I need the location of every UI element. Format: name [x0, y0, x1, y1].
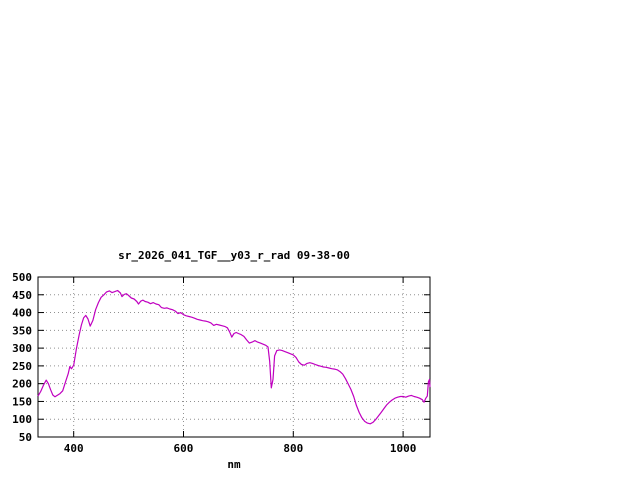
- y-tick-label: 450: [12, 289, 32, 302]
- chart-title: sr_2026_041_TGF__y03_r_rad 09-38-00: [118, 249, 350, 262]
- y-tick-label: 400: [12, 307, 32, 320]
- x-tick-label: 400: [64, 442, 84, 455]
- y-tick-label: 500: [12, 271, 32, 284]
- x-tick-label: 800: [283, 442, 303, 455]
- plot-border: [37, 276, 431, 438]
- y-tick-label: 100: [12, 413, 32, 426]
- y-tick-label: 300: [12, 342, 32, 355]
- y-tick-label: 350: [12, 324, 32, 337]
- data-series-line: [37, 289, 431, 425]
- y-tick-label: 250: [12, 360, 32, 373]
- y-tick-label: 50: [19, 431, 32, 444]
- y-tick-label: 200: [12, 378, 32, 391]
- y-tick-label: 150: [12, 395, 32, 408]
- x-axis-label: nm: [227, 458, 241, 471]
- x-tick-label: 1000: [390, 442, 417, 455]
- x-tick-label: 600: [174, 442, 194, 455]
